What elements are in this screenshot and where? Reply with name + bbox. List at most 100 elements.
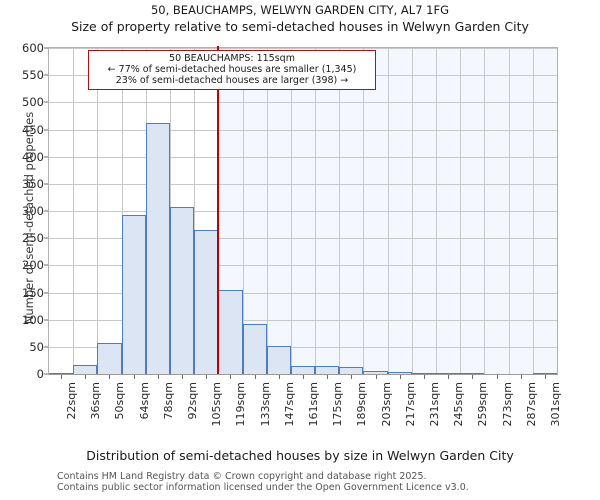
chart-title-address: 50, BEAUCHAMPS, WELWYN GARDEN CITY, AL7 … bbox=[150, 3, 450, 17]
y-axis-tick-label: 100 bbox=[22, 312, 44, 327]
gridline-vertical bbox=[73, 48, 75, 374]
y-axis-tick-mark bbox=[44, 183, 48, 185]
y-axis-tick-mark bbox=[44, 129, 48, 130]
annotation-property-label: 50 BEAUCHAMPS: 115sqm bbox=[169, 53, 295, 64]
gridline-horizontal bbox=[49, 319, 557, 321]
y-axis-label: Number of semi-detached properties bbox=[22, 111, 36, 325]
histogram-bar bbox=[169, 206, 195, 374]
x-axis-tick-label: 161sqm bbox=[307, 382, 320, 427]
gridline-vertical bbox=[290, 48, 292, 374]
x-axis-tick-mark bbox=[182, 375, 184, 379]
x-axis-tick-label: 78sqm bbox=[161, 382, 175, 420]
histogram-bar bbox=[339, 367, 364, 374]
y-axis-tick-mark bbox=[44, 101, 48, 103]
gridline-vertical bbox=[532, 48, 534, 374]
gridline-vertical bbox=[121, 48, 123, 374]
histogram-bar bbox=[49, 372, 74, 374]
x-axis-tick-label: 259sqm bbox=[476, 382, 490, 427]
y-axis-tick-mark bbox=[44, 373, 48, 375]
histogram-bar bbox=[97, 343, 122, 374]
x-axis-tick-mark bbox=[520, 375, 522, 379]
x-axis-tick-label: 50sqm bbox=[113, 382, 127, 420]
gridline-vertical bbox=[508, 48, 510, 374]
x-axis-tick-mark bbox=[254, 375, 256, 379]
histogram-bar bbox=[315, 366, 340, 374]
histogram-bar bbox=[290, 365, 316, 374]
y-axis-tick-label: 150 bbox=[22, 285, 44, 300]
x-axis-tick-mark bbox=[375, 375, 377, 379]
y-axis-tick-mark bbox=[44, 74, 48, 76]
x-axis-tick-mark bbox=[448, 375, 450, 379]
y-axis-tick-mark bbox=[44, 346, 48, 348]
x-axis-tick-label: 287sqm bbox=[524, 382, 538, 427]
y-axis-tick-label: 350 bbox=[22, 176, 44, 191]
x-axis-tick-mark bbox=[157, 375, 159, 379]
x-axis-tick-mark bbox=[544, 375, 546, 379]
x-axis-tick-mark bbox=[61, 375, 63, 379]
footer-line-1: Contains HM Land Registry data © Crown c… bbox=[57, 471, 427, 482]
x-axis-tick-label: 189sqm bbox=[355, 382, 369, 427]
x-axis-tick-label: 273sqm bbox=[500, 382, 514, 427]
histogram-bar bbox=[363, 370, 388, 374]
x-axis-tick-mark bbox=[109, 375, 111, 379]
gridline-horizontal bbox=[49, 346, 557, 348]
x-axis: 22sqm 36sqm 50sqm 64sqm 78sqm 92sqm 105sqm 119s… bbox=[48, 375, 562, 445]
y-axis-tick-mark bbox=[44, 210, 48, 212]
gridline-vertical bbox=[339, 48, 341, 374]
y-axis-tick-label: 400 bbox=[22, 149, 44, 164]
y-axis-tick-mark bbox=[44, 156, 48, 158]
x-axis-tick-mark bbox=[85, 375, 87, 379]
chart-title-block: 50, BEAUCHAMPS, WELWYN GARDEN CITY, AL7 … bbox=[0, 3, 600, 36]
histogram-bar bbox=[145, 122, 170, 374]
y-axis-tick-label: 550 bbox=[22, 68, 44, 83]
property-size-marker-line bbox=[217, 46, 220, 374]
x-axis-tick-label: 36sqm bbox=[89, 382, 103, 420]
x-axis-tick-label: 203sqm bbox=[379, 382, 393, 427]
gridline-horizontal bbox=[49, 292, 557, 294]
property-annotation-box: 50 BEAUCHAMPS: 115sqm ← 77% of semi-deta… bbox=[88, 50, 376, 90]
gridline-horizontal bbox=[49, 102, 557, 104]
gridline-horizontal bbox=[49, 129, 557, 131]
gridline-vertical bbox=[363, 48, 365, 374]
y-axis-tick-label: 50 bbox=[29, 339, 44, 354]
x-axis-tick-label: 92sqm bbox=[186, 382, 200, 420]
gridline-vertical bbox=[97, 48, 99, 374]
y-axis-tick-mark bbox=[44, 237, 48, 239]
plot-area bbox=[48, 46, 558, 375]
x-axis-tick-mark bbox=[472, 375, 474, 379]
x-axis-tick-label: 301sqm bbox=[548, 382, 562, 427]
gridline-horizontal bbox=[49, 238, 557, 240]
x-axis-tick-mark bbox=[351, 375, 353, 379]
y-axis-tick-label: 250 bbox=[22, 231, 44, 246]
gridline-vertical bbox=[436, 48, 438, 374]
histogram-bar bbox=[436, 372, 461, 374]
y-axis-tick-mark bbox=[44, 264, 48, 266]
x-axis-tick-mark bbox=[399, 375, 401, 379]
attribution-footer: Contains HM Land Registry data © Crown c… bbox=[57, 471, 597, 493]
histogram-bar bbox=[121, 215, 146, 374]
x-axis-tick-label: 133sqm bbox=[258, 382, 272, 427]
gridline-vertical bbox=[194, 48, 196, 374]
histogram-bar bbox=[73, 365, 98, 374]
x-axis-tick-mark bbox=[327, 375, 329, 379]
histogram-bar bbox=[266, 345, 291, 374]
x-axis-tick-label: 217sqm bbox=[403, 382, 417, 427]
y-axis-tick-label: 0 bbox=[36, 367, 44, 381]
gridline-vertical bbox=[460, 48, 462, 374]
gridline-vertical bbox=[387, 48, 389, 374]
x-axis-tick-label: 22sqm bbox=[65, 382, 79, 420]
x-axis-tick-mark bbox=[423, 375, 425, 379]
x-axis-tick-mark bbox=[133, 375, 135, 379]
histogram-bar bbox=[194, 230, 219, 374]
histogram-bar bbox=[387, 372, 412, 374]
chart-title-subtitle: Size of property relative to semi-detach… bbox=[71, 19, 529, 34]
y-axis-tick-label: 600 bbox=[22, 41, 44, 55]
gridline-vertical bbox=[315, 48, 317, 374]
y-axis: 0 50 100 150 200 250 300 350 400 450 500 550 600 bbox=[0, 41, 48, 381]
gridline-horizontal bbox=[49, 156, 557, 158]
y-axis-tick-label: 200 bbox=[22, 258, 44, 273]
y-axis-tick-mark bbox=[44, 292, 48, 293]
histogram-bar bbox=[218, 289, 243, 374]
x-axis-tick-label: 245sqm bbox=[452, 382, 466, 427]
